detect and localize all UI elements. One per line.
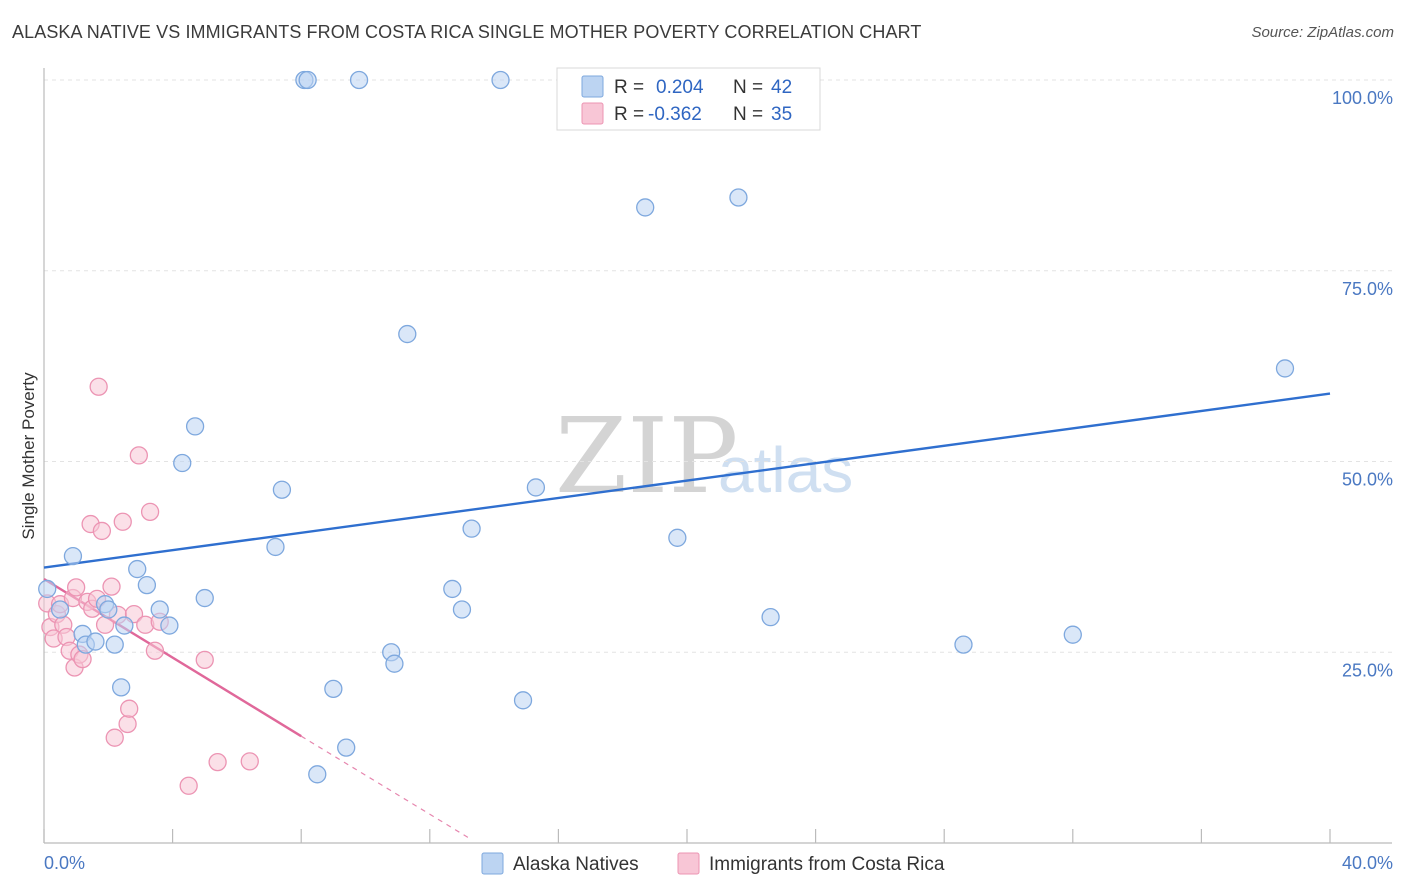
point-costa-rica: [113, 512, 132, 531]
legend-swatch-blue: [581, 75, 604, 98]
point-costa-rica: [129, 446, 148, 465]
point-alaska-natives: [1063, 625, 1082, 644]
point-alaska-natives: [337, 738, 356, 757]
point-alaska-natives: [105, 635, 124, 654]
legend-r-value-pink: -0.362: [648, 104, 702, 125]
point-alaska-natives: [1275, 359, 1295, 378]
point-costa-rica: [92, 521, 112, 541]
point-costa-rica: [89, 377, 108, 396]
source-credit: Source: ZipAtlas.com: [1251, 24, 1394, 41]
point-costa-rica: [120, 699, 139, 718]
point-alaska-natives: [298, 70, 317, 90]
watermark-zip: ZIP: [555, 395, 738, 517]
point-alaska-natives: [173, 453, 192, 473]
point-costa-rica: [145, 641, 165, 660]
point-alaska-natives: [112, 678, 131, 697]
legend-swatch-pink: [581, 102, 604, 125]
point-alaska-natives: [491, 70, 510, 90]
point-alaska-natives: [38, 579, 57, 599]
point-alaska-natives: [452, 600, 472, 619]
y-tick-label: 50.0%: [1342, 470, 1393, 490]
y-tick-labels: 25.0% 50.0% 75.0% 100.0%: [1332, 88, 1393, 680]
point-alaska-natives: [761, 608, 780, 627]
grid: [44, 79, 1392, 653]
legend-r-label-blue: R =: [614, 77, 644, 98]
x-tick-label-min: 0.0%: [44, 853, 85, 873]
y-tick-label: 100.0%: [1332, 88, 1393, 108]
point-alaska-natives: [272, 480, 292, 499]
point-alaska-natives: [308, 765, 327, 784]
axes: [43, 68, 1392, 844]
point-alaska-natives: [137, 575, 157, 595]
point-alaska-natives: [160, 616, 179, 635]
point-alaska-natives: [668, 528, 687, 547]
y-tick-label: 75.0%: [1342, 279, 1393, 299]
point-alaska-natives: [50, 600, 70, 619]
legend: R = 0.204 N = 42 R = -0.362 N = 35: [556, 67, 821, 131]
watermark-atlas: atlas: [718, 434, 853, 506]
point-alaska-natives: [63, 546, 83, 566]
point-alaska-natives: [729, 188, 748, 207]
bottom-legend-swatch-alaska-natives: [481, 852, 504, 875]
point-costa-rica: [102, 577, 121, 596]
legend-r-label-pink: R =: [614, 104, 644, 125]
trend-line-alaska-natives: [43, 392, 1331, 569]
chart-title: ALASKA NATIVE VS IMMIGRANTS FROM COSTA R…: [12, 22, 922, 42]
bottom-legend-swatch-costa-rica: [677, 852, 700, 875]
legend-n-label-pink: N =: [733, 104, 763, 125]
point-alaska-natives: [513, 691, 533, 710]
bottom-legend-label-alaska-natives: Alaska Natives: [513, 854, 639, 875]
bottom-legend: Alaska Natives Immigrants from Costa Ric…: [481, 852, 945, 875]
point-alaska-natives: [115, 616, 134, 635]
point-alaska-natives: [266, 537, 285, 557]
point-costa-rica: [240, 752, 259, 771]
point-alaska-natives: [99, 600, 118, 619]
point-alaska-natives: [349, 70, 369, 90]
point-alaska-natives: [128, 559, 147, 579]
point-costa-rica: [195, 650, 214, 670]
point-costa-rica: [208, 752, 227, 772]
series-alaska-natives: [38, 70, 1295, 784]
legend-n-value-pink: 35: [771, 104, 792, 125]
point-alaska-natives: [324, 679, 343, 699]
watermark: ZIP atlas: [555, 395, 853, 517]
y-tick-label: 25.0%: [1342, 660, 1393, 680]
point-costa-rica: [179, 776, 198, 795]
point-alaska-natives: [526, 478, 546, 497]
legend-n-label-blue: N =: [733, 77, 763, 98]
legend-r-value-blue: 0.204: [656, 77, 704, 98]
point-alaska-natives: [443, 579, 462, 599]
point-alaska-natives: [150, 600, 169, 619]
point-costa-rica: [67, 578, 86, 597]
point-alaska-natives: [462, 519, 481, 538]
point-costa-rica: [140, 502, 160, 522]
point-alaska-natives: [398, 324, 417, 344]
point-alaska-natives: [954, 635, 973, 654]
point-alaska-natives: [385, 654, 404, 673]
point-alaska-natives: [86, 632, 105, 651]
point-alaska-natives: [636, 198, 655, 217]
point-alaska-natives: [185, 417, 205, 436]
x-ticks: [43, 829, 1331, 843]
point-alaska-natives: [195, 588, 214, 608]
y-axis-label: Single Mother Poverty: [19, 372, 38, 540]
point-costa-rica: [118, 714, 137, 734]
x-tick-label-max: 40.0%: [1342, 853, 1393, 873]
point-costa-rica: [105, 728, 124, 747]
trend-line-costa-rica-extension: [300, 735, 469, 839]
bottom-legend-label-costa-rica: Immigrants from Costa Rica: [709, 854, 945, 875]
legend-n-value-blue: 42: [771, 77, 792, 98]
